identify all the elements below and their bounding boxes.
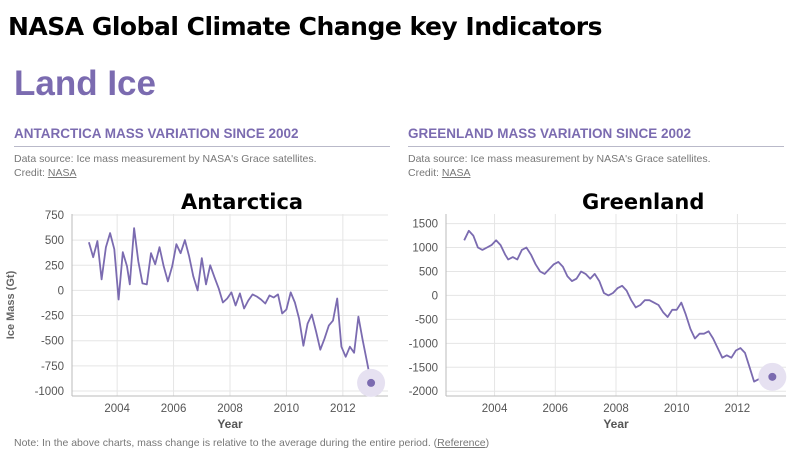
greenland-ytick-label-0: 1500 (412, 219, 438, 231)
antarctica-panel: ANTARCTICA MASS VARIATION SINCE 2002 Dat… (14, 126, 390, 180)
footnote-reference-link[interactable]: Reference (437, 437, 486, 449)
greenland-chart: 1500 1000 500 0 -500 -1000 -1500 -2000 2004 2006 2… (409, 214, 787, 431)
greenland-data-source: Data source: Ice mass measurement by NAS… (408, 153, 711, 165)
greenland-panel: GREENLAND MASS VARIATION SINCE 2002 Data… (408, 126, 784, 180)
greenland-ytick-label-7: -2000 (409, 386, 438, 398)
greenland-ytick-label-1: 1000 (412, 243, 438, 255)
antarctica-ytick-label-3: 0 (58, 285, 64, 297)
antarctica-data-source: Data source: Ice mass measurement by NAS… (14, 153, 317, 165)
greenland-ytick-label-5: -1000 (409, 338, 438, 350)
antarctica-xtick-label-1: 2006 (161, 403, 187, 415)
greenland-xtick-label-4: 2012 (725, 403, 751, 415)
slide-title: NASA Global Climate Change key Indicator… (8, 12, 603, 41)
greenland-series-line (463, 229, 773, 383)
antarctica-credit: Credit: NASA (14, 166, 390, 180)
antarctica-xtick-label-4: 2012 (330, 403, 356, 415)
footnote-text: Note: In the above charts, mass change i… (14, 437, 438, 449)
antarctica-ytick-label-7: -1000 (35, 386, 64, 398)
antarctica-ytick-label-5: -500 (41, 336, 64, 348)
antarctica-y-axis-label: Ice Mass (Gt) (5, 270, 17, 339)
greenland-credit-label: Credit: (408, 167, 439, 179)
greenland-latest-point (768, 372, 777, 381)
antarctica-xtick-label-3: 2010 (274, 403, 300, 415)
antarctica-latest-point (367, 378, 376, 387)
greenland-ytick-label-3: 0 (432, 290, 438, 302)
greenland-xtick-label-2: 2008 (603, 403, 629, 415)
antarctica-ytick-label-1: 500 (45, 235, 64, 247)
antarctica-ytick-label-2: 250 (45, 260, 64, 272)
antarctica-x-axis-label: Year (217, 417, 243, 431)
antarctica-chart-title: ANTARCTICA MASS VARIATION SINCE 2002 (14, 126, 390, 147)
greenland-x-axis-label: Year (603, 417, 629, 431)
antarctica-chart: 750 500 250 0 -250 -500 -750 -1000 2004 2006 2008 2… (5, 210, 388, 431)
greenland-credit-link[interactable]: NASA (441, 167, 471, 179)
greenland-credit: Credit: NASA (408, 166, 784, 180)
greenland-ytick-label-2: 500 (419, 266, 438, 278)
footnote-close: ) (485, 437, 490, 449)
greenland-xtick-label-1: 2006 (542, 403, 568, 415)
antarctica-credit-link[interactable]: NASA (47, 167, 77, 179)
antarctica-series-line (88, 227, 372, 384)
antarctica-ytick-label-6: -750 (41, 361, 64, 373)
antarctica-xtick-label-2: 2008 (217, 403, 243, 415)
greenland-xtick-label-3: 2010 (664, 403, 690, 415)
greenland-ytick-label-6: -1500 (409, 362, 438, 374)
antarctica-credit-label: Credit: (14, 167, 45, 179)
footnote: Note: In the above charts, mass change i… (14, 437, 489, 449)
antarctica-overlay-label: Antarctica (181, 190, 304, 214)
antarctica-xtick-label-0: 2004 (104, 403, 130, 415)
section-title: Land Ice (14, 64, 156, 103)
greenland-chart-title: GREENLAND MASS VARIATION SINCE 2002 (408, 126, 784, 147)
antarctica-ytick-label-0: 750 (45, 210, 64, 222)
greenland-overlay-label: Greenland (582, 190, 705, 214)
antarctica-ytick-label-4: -250 (41, 311, 64, 323)
greenland-xtick-label-0: 2004 (482, 403, 508, 415)
greenland-ytick-label-4: -500 (415, 314, 438, 326)
